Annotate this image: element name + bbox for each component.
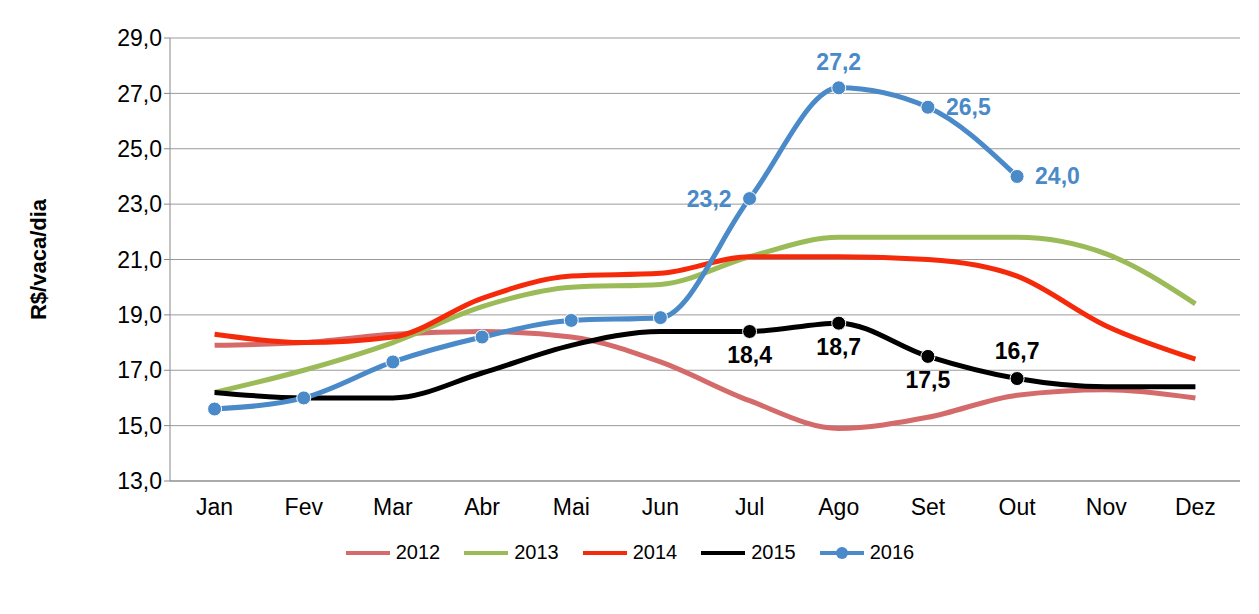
svg-text:25,0: 25,0 <box>117 136 162 162</box>
svg-text:15,0: 15,0 <box>117 413 162 439</box>
svg-text:18,4: 18,4 <box>727 342 772 368</box>
svg-text:Out: Out <box>999 494 1037 520</box>
svg-text:27,0: 27,0 <box>117 81 162 107</box>
svg-text:24,0: 24,0 <box>1035 163 1080 189</box>
svg-text:Nov: Nov <box>1086 494 1127 520</box>
html-text:2014: 2014 <box>632 541 678 563</box>
svg-text:Mar: Mar <box>373 494 413 520</box>
svg-text:18,7: 18,7 <box>816 334 861 360</box>
svg-text:26,5: 26,5 <box>946 94 991 120</box>
svg-text:R$/vaca/dia: R$/vaca/dia <box>26 198 51 320</box>
svg-text:Mai: Mai <box>553 494 590 520</box>
svg-text:Jun: Jun <box>642 494 679 520</box>
html-text:2016: 2016 <box>869 541 915 563</box>
svg-text:16,7: 16,7 <box>995 338 1040 364</box>
svg-text:21,0: 21,0 <box>117 247 162 273</box>
svg-text:23,2: 23,2 <box>687 186 732 212</box>
svg-text:17,5: 17,5 <box>906 367 951 393</box>
svg-text:13,0: 13,0 <box>117 468 162 494</box>
svg-text:17,0: 17,0 <box>117 357 162 383</box>
svg-text:Set: Set <box>911 494 946 520</box>
html-text:2013: 2013 <box>514 541 559 563</box>
svg-text:27,2: 27,2 <box>816 49 861 75</box>
svg-text:23,0: 23,0 <box>117 191 162 217</box>
svg-text:Jan: Jan <box>196 494 233 520</box>
html-text:2015: 2015 <box>751 541 796 563</box>
svg-text:Fev: Fev <box>285 494 324 520</box>
svg-text:29,0: 29,0 <box>117 25 162 51</box>
svg-text:Dez: Dez <box>1175 494 1216 520</box>
svg-text:Abr: Abr <box>464 494 500 520</box>
svg-text:Jul: Jul <box>735 494 764 520</box>
html-text:2012: 2012 <box>395 541 441 563</box>
svg-text:19,0: 19,0 <box>117 302 162 328</box>
svg-text:Ago: Ago <box>818 494 859 520</box>
